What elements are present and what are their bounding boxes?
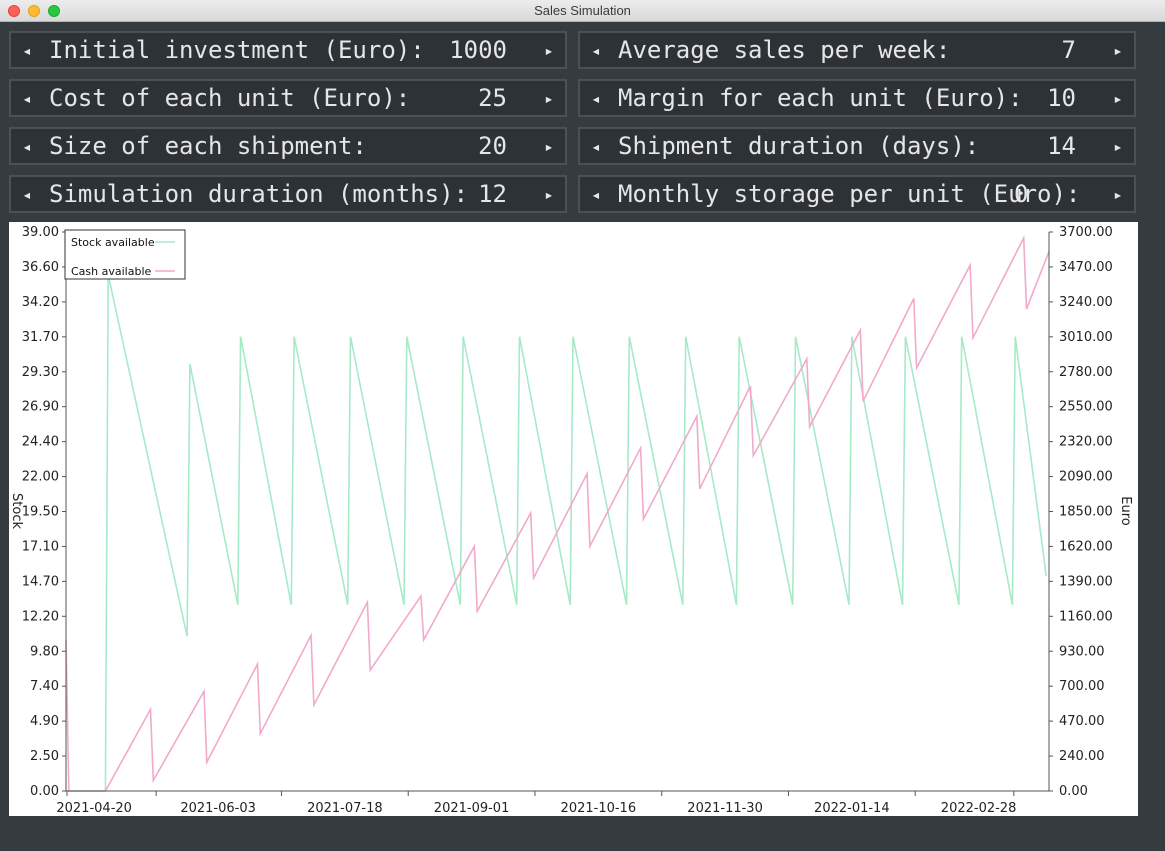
x-tick-label: 2022-01-14	[814, 801, 890, 816]
stock-available-line	[66, 274, 1047, 792]
simulation-duration-stepper: ◂ Simulation duration (months): 12 ▸	[9, 175, 567, 213]
right-y-tick-label: 2320.00	[1059, 435, 1113, 450]
simulation-duration-value: 12	[478, 180, 507, 208]
x-tick-label: 2021-04-20	[56, 801, 132, 816]
increase-monthly-storage-button[interactable]: ▸	[1113, 185, 1123, 204]
unit-cost-stepper: ◂ Cost of each unit (Euro): 25 ▸	[9, 79, 567, 117]
legend-cash-label: Cash available	[71, 265, 152, 278]
right-y-tick-label: 470.00	[1059, 714, 1105, 729]
legend-stock-label: Stock available	[71, 236, 155, 249]
decrease-unit-cost-button[interactable]: ◂	[22, 89, 32, 108]
decrease-simulation-duration-button[interactable]: ◂	[22, 185, 32, 204]
average-sales-stepper: ◂ Average sales per week: 7 ▸	[578, 31, 1136, 69]
decrease-unit-margin-button[interactable]: ◂	[591, 89, 601, 108]
shipment-size-label: Size of each shipment:	[49, 132, 367, 160]
right-y-tick-label: 1390.00	[1059, 574, 1113, 589]
left-y-tick-label: 2.50	[30, 749, 59, 764]
increase-unit-cost-button[interactable]: ▸	[544, 89, 554, 108]
right-y-tick-label: 2780.00	[1059, 365, 1113, 380]
right-y-tick-label: 3470.00	[1059, 260, 1113, 275]
unit-margin-label: Margin for each unit (Euro):	[618, 84, 1023, 112]
chart-legend: Stock available Cash available	[64, 229, 186, 280]
left-y-tick-label: 14.70	[22, 574, 59, 589]
shipment-duration-label: Shipment duration (days):	[618, 132, 980, 160]
initial-investment-label: Initial investment (Euro):	[49, 36, 425, 64]
initial-investment-value: 1000	[449, 36, 507, 64]
left-y-tick-label: 31.70	[22, 330, 59, 345]
average-sales-value: 7	[1061, 36, 1076, 64]
left-y-tick-label: 7.40	[30, 679, 59, 694]
shipment-duration-value: 14	[1047, 132, 1076, 160]
cash-available-line	[65, 234, 1050, 792]
left-y-tick-label: 34.20	[22, 295, 59, 310]
left-axis-label: Stock	[9, 493, 24, 529]
sales-chart: 0.00 2.50 4.90 7.40 9.80 12.20 14.70 17.10 19.50…	[9, 222, 1138, 816]
left-y-tick-label: 0.00	[30, 784, 59, 799]
right-y-tick-label: 2550.00	[1059, 400, 1113, 415]
close-window-button[interactable]	[8, 5, 20, 17]
right-y-tick-label: 2090.00	[1059, 470, 1113, 485]
increase-unit-margin-button[interactable]: ▸	[1113, 89, 1123, 108]
simulation-duration-label: Simulation duration (months):	[49, 180, 469, 208]
monthly-storage-stepper: ◂ Monthly storage per unit (Euro): 0 ▸	[578, 175, 1136, 213]
zoom-window-button[interactable]	[48, 5, 60, 17]
decrease-average-sales-button[interactable]: ◂	[591, 41, 601, 60]
decrease-monthly-storage-button[interactable]: ◂	[591, 185, 601, 204]
x-tick-label: 2022-02-28	[941, 801, 1017, 816]
window-title: Sales Simulation	[534, 3, 631, 18]
right-y-tick-label: 0.00	[1059, 784, 1088, 799]
right-y-tick-label: 700.00	[1059, 679, 1105, 694]
shipment-duration-stepper: ◂ Shipment duration (days): 14 ▸	[578, 127, 1136, 165]
increase-shipment-size-button[interactable]: ▸	[544, 137, 554, 156]
unit-cost-value: 25	[478, 84, 507, 112]
left-y-tick-label: 22.00	[22, 470, 59, 485]
chart-canvas: 0.00 2.50 4.90 7.40 9.80 12.20 14.70 17.10 19.50…	[9, 225, 1133, 816]
right-axis-label: Euro	[1118, 496, 1133, 526]
left-y-tick-label: 26.90	[22, 400, 59, 415]
monthly-storage-label: Monthly storage per unit (Euro):	[618, 180, 1081, 208]
x-tick-label: 2021-06-03	[180, 801, 256, 816]
decrease-shipment-size-button[interactable]: ◂	[22, 137, 32, 156]
increase-shipment-duration-button[interactable]: ▸	[1113, 137, 1123, 156]
decrease-shipment-duration-button[interactable]: ◂	[591, 137, 601, 156]
left-y-tick-label: 24.40	[22, 435, 59, 450]
x-tick-label: 2021-10-16	[561, 801, 637, 816]
left-y-tick-label: 9.80	[30, 644, 59, 659]
shipment-size-stepper: ◂ Size of each shipment: 20 ▸	[9, 127, 567, 165]
unit-margin-value: 10	[1047, 84, 1076, 112]
window-titlebar: Sales Simulation	[0, 0, 1165, 22]
x-tick-label: 2021-09-01	[434, 801, 510, 816]
x-tick-label: 2021-07-18	[307, 801, 383, 816]
minimize-window-button[interactable]	[28, 5, 40, 17]
left-y-tick-label: 17.10	[22, 539, 59, 554]
right-y-tick-label: 1160.00	[1059, 609, 1113, 624]
average-sales-label: Average sales per week:	[618, 36, 951, 64]
unit-cost-label: Cost of each unit (Euro):	[49, 84, 411, 112]
right-y-tick-label: 3240.00	[1059, 295, 1113, 310]
left-y-tick-label: 36.60	[22, 260, 59, 275]
right-y-tick-label: 3700.00	[1059, 225, 1113, 240]
right-y-tick-label: 3010.00	[1059, 330, 1113, 345]
left-y-tick-label: 19.50	[22, 505, 59, 520]
left-y-tick-label: 12.20	[22, 609, 59, 624]
increase-initial-investment-button[interactable]: ▸	[544, 41, 554, 60]
right-y-tick-label: 240.00	[1059, 749, 1105, 764]
increase-simulation-duration-button[interactable]: ▸	[544, 185, 554, 204]
unit-margin-stepper: ◂ Margin for each unit (Euro): 10 ▸	[578, 79, 1136, 117]
x-tick-label: 2021-11-30	[687, 801, 763, 816]
left-y-tick-label: 39.00	[22, 225, 59, 240]
left-y-tick-label: 29.30	[22, 365, 59, 380]
right-y-tick-label: 1620.00	[1059, 539, 1113, 554]
left-y-tick-label: 4.90	[30, 714, 59, 729]
decrease-initial-investment-button[interactable]: ◂	[22, 41, 32, 60]
initial-investment-stepper: ◂ Initial investment (Euro): 1000 ▸	[9, 31, 567, 69]
right-y-tick-label: 930.00	[1059, 644, 1105, 659]
shipment-size-value: 20	[478, 132, 507, 160]
right-y-tick-label: 1850.00	[1059, 505, 1113, 520]
monthly-storage-value: 0	[1014, 180, 1029, 208]
increase-average-sales-button[interactable]: ▸	[1113, 41, 1123, 60]
